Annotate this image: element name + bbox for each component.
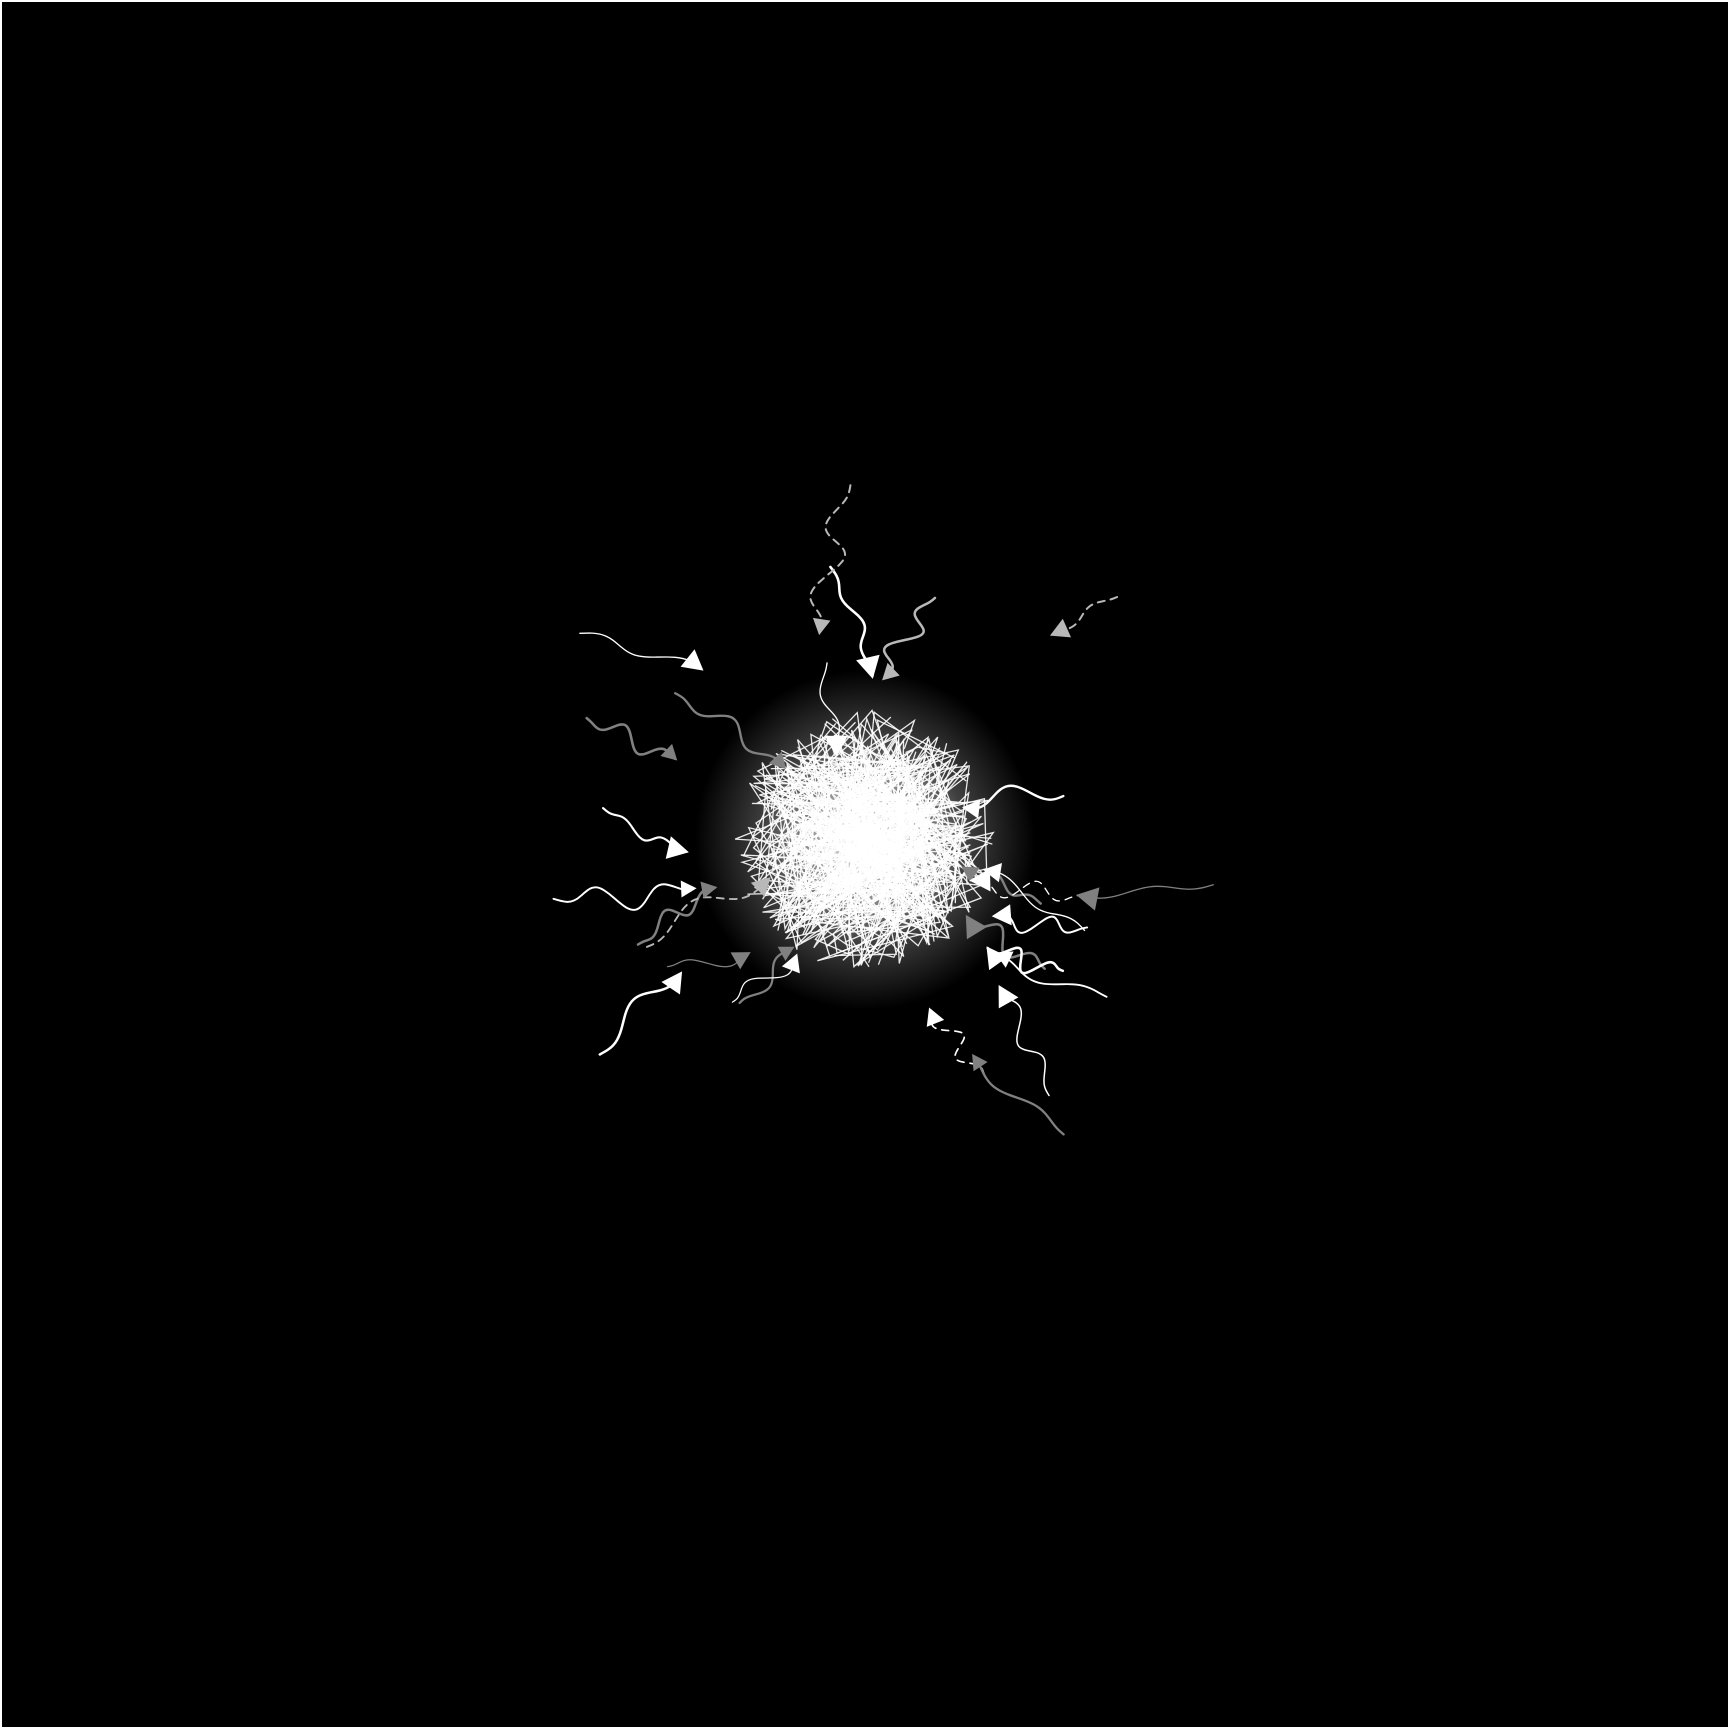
radial-arrow-diagram — [0, 0, 1730, 1729]
